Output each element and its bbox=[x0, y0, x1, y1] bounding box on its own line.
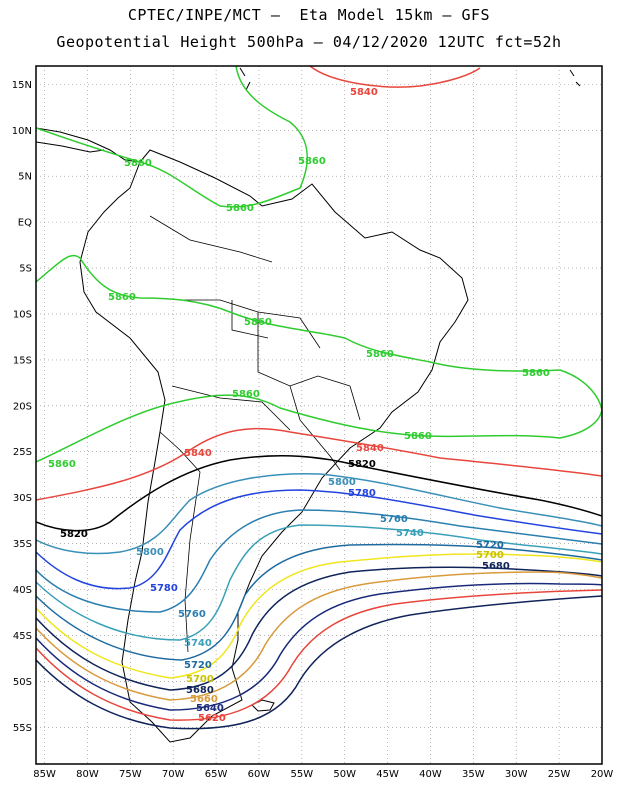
contour-label-5860-d: 5860 bbox=[108, 292, 136, 303]
contour-label-5820-b: 5820 bbox=[60, 529, 88, 540]
lat-tick-label: 15N bbox=[12, 80, 32, 91]
contour-label-5860-j: 5860 bbox=[48, 459, 76, 470]
lat-tick-label: 15S bbox=[13, 355, 32, 366]
lat-tick-label: 5S bbox=[19, 264, 32, 275]
contour-label-5680-a: 5680 bbox=[482, 561, 510, 572]
axis-ticks: 85W 80W 75W 70W 65W 60W 55W 50W 45W 40W 35W 30W 25W 2… bbox=[12, 80, 614, 780]
map-title-line1: CPTEC/INPE/MCT – Eta Model 15km – GFS bbox=[127, 6, 491, 24]
contour-line-5740 bbox=[36, 524, 602, 641]
contour-label-5780-a: 5780 bbox=[348, 488, 376, 499]
lon-tick-label: 55W bbox=[291, 769, 314, 780]
lat-tick-label: 20S bbox=[13, 401, 32, 412]
lon-tick-label: 30W bbox=[505, 769, 528, 780]
contour-line-5640 bbox=[36, 582, 602, 711]
contour-label-5780-b: 5780 bbox=[150, 583, 178, 594]
lat-tick-label: 45S bbox=[13, 631, 32, 642]
lon-tick-label: 65W bbox=[205, 769, 228, 780]
lat-tick-label: 50S bbox=[13, 677, 32, 688]
contour-line-5800 bbox=[36, 472, 602, 555]
lat-tick-label: EQ bbox=[18, 218, 32, 229]
contour-line-5660 bbox=[36, 571, 602, 701]
map-frame bbox=[35, 65, 603, 765]
contour-line-5860-north bbox=[36, 66, 308, 208]
lon-tick-label: 80W bbox=[76, 769, 99, 780]
lat-tick-label: 40S bbox=[13, 585, 32, 596]
country-borders bbox=[149, 215, 361, 653]
lon-tick-label: 50W bbox=[333, 769, 356, 780]
lat-tick-label: 35S bbox=[13, 539, 32, 550]
contour-label-5760-a: 5760 bbox=[380, 514, 408, 525]
contour-label-5860-c: 5860 bbox=[226, 203, 254, 214]
lat-tick-label: 5N bbox=[18, 172, 32, 183]
contour-labels: 5840 5860 5860 5860 5860 5860 5860 5860 … bbox=[48, 87, 550, 724]
contour-label-5860-i: 5860 bbox=[404, 431, 432, 442]
contour-label-5860-h: 5860 bbox=[232, 389, 260, 400]
lat-tick-label: 10S bbox=[13, 309, 32, 320]
lon-tick-label: 85W bbox=[33, 769, 56, 780]
coastline-antilles bbox=[239, 67, 581, 91]
contour-label-5700-a: 5700 bbox=[476, 550, 504, 561]
contour-line-5760 bbox=[36, 509, 602, 613]
contour-label-5860-e: 5860 bbox=[244, 317, 272, 328]
contour-label-5860-g: 5860 bbox=[522, 368, 550, 379]
coastline-south-america bbox=[79, 149, 469, 743]
lon-tick-label: 75W bbox=[119, 769, 142, 780]
contour-line-5700 bbox=[36, 553, 602, 679]
contour-line-5860-south bbox=[36, 394, 602, 463]
contour-line-5840-north bbox=[309, 66, 481, 88]
contour-line-5820 bbox=[36, 455, 602, 532]
contour-line-5860-middle bbox=[36, 254, 602, 411]
contour-line-5620 bbox=[36, 589, 602, 721]
lon-tick-label: 60W bbox=[248, 769, 271, 780]
contour-label-5860-b: 5860 bbox=[298, 156, 326, 167]
contour-label-5860-f: 5860 bbox=[366, 349, 394, 360]
contour-label-5800-b: 5800 bbox=[136, 547, 164, 558]
contour-line-5780 bbox=[36, 489, 602, 590]
contour-line-5840-south bbox=[36, 427, 602, 501]
contour-label-5640: 5640 bbox=[196, 703, 224, 714]
contour-label-5840-a: 5840 bbox=[356, 443, 384, 454]
contour-line-5680 bbox=[36, 566, 602, 691]
lon-tick-label: 70W bbox=[162, 769, 185, 780]
contour-label-5820-a: 5820 bbox=[348, 459, 376, 470]
contour-label-5740-b: 5740 bbox=[184, 638, 212, 649]
lon-tick-label: 35W bbox=[462, 769, 485, 780]
contour-label-5860-a: 5860 bbox=[124, 158, 152, 169]
contour-label-5760-b: 5760 bbox=[178, 609, 206, 620]
contour-line-5720 bbox=[36, 543, 602, 661]
coastline-falklands bbox=[251, 699, 275, 712]
lon-tick-label: 20W bbox=[591, 769, 614, 780]
lat-tick-label: 25S bbox=[13, 447, 32, 458]
lon-tick-label: 25W bbox=[548, 769, 571, 780]
contour-label-5740-a: 5740 bbox=[396, 528, 424, 539]
contour-label-5720-b: 5720 bbox=[184, 660, 212, 671]
lat-tick-label: 30S bbox=[13, 493, 32, 504]
lon-tick-label: 40W bbox=[419, 769, 442, 780]
contour-label-5700-b: 5700 bbox=[186, 674, 214, 685]
contour-label-5840-b: 5840 bbox=[184, 448, 212, 459]
graticule bbox=[36, 66, 603, 764]
contour-label-5800-a: 5800 bbox=[328, 477, 356, 488]
contour-label-5840-north: 5840 bbox=[350, 87, 378, 98]
lon-tick-label: 45W bbox=[376, 769, 399, 780]
map-title-line2: Geopotential Height 500hPa – 04/12/2020 … bbox=[56, 33, 562, 51]
contour-label-5620: 5620 bbox=[198, 713, 226, 724]
contour-label-5680-b: 5680 bbox=[186, 685, 214, 696]
lat-tick-label: 55S bbox=[13, 723, 32, 734]
contour-label-5720-a: 5720 bbox=[476, 540, 504, 551]
coastline-central-america bbox=[36, 127, 141, 163]
contour-line-5600 bbox=[36, 595, 602, 730]
lat-tick-label: 10N bbox=[12, 126, 32, 137]
contour-label-5660: 5660 bbox=[190, 694, 218, 705]
